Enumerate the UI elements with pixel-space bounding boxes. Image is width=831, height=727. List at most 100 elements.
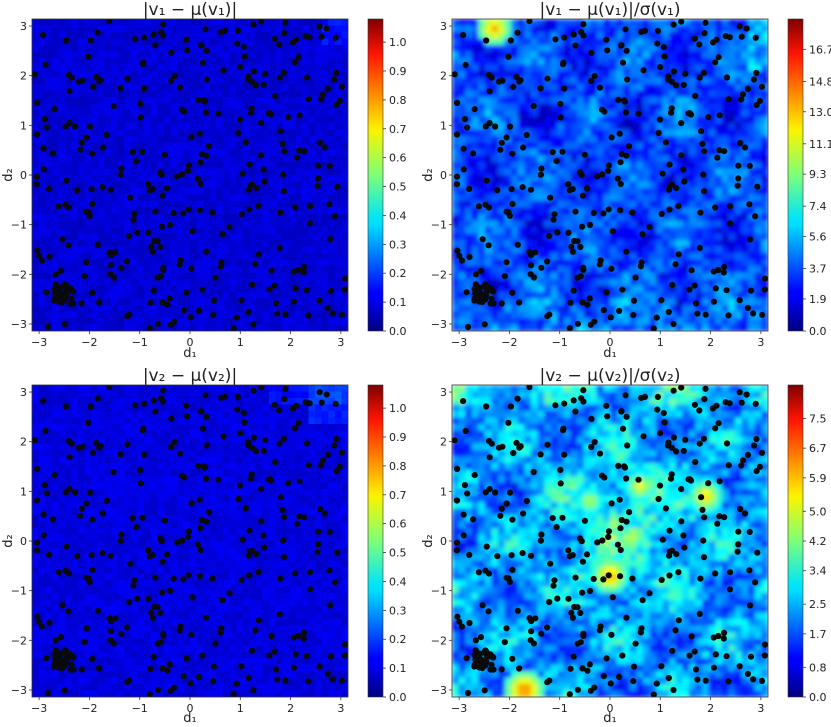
heatmap-cell — [64, 181, 73, 189]
heatmap-cell — [236, 272, 244, 280]
heatmap-cell — [249, 84, 257, 92]
heatmap-cell — [662, 285, 670, 293]
heatmap-cell — [754, 292, 763, 300]
heatmap-cell — [341, 77, 348, 85]
heatmap-cell — [190, 285, 198, 293]
heatmap-cell — [150, 253, 158, 261]
heatmap-cell — [282, 266, 290, 274]
heatmap-cell — [735, 253, 743, 261]
heatmap-cell — [728, 155, 736, 163]
heatmap-cell — [603, 71, 611, 79]
heatmap-cell — [38, 19, 46, 27]
heatmap-cell — [32, 19, 40, 27]
heatmap-cell — [642, 64, 651, 72]
training-point — [198, 42, 205, 49]
training-point — [141, 85, 148, 92]
heatmap-cell — [557, 266, 565, 274]
heatmap-cell — [222, 136, 231, 144]
heatmap-cell — [702, 181, 710, 189]
heatmap-cell — [550, 266, 558, 274]
heatmap-cell — [610, 324, 618, 331]
heatmap-cell — [275, 233, 283, 241]
heatmap-cell — [491, 77, 499, 85]
heatmap-cell — [702, 246, 710, 254]
heatmap-cell — [130, 123, 138, 131]
heatmap-cell — [761, 77, 768, 85]
heatmap-cell — [471, 246, 479, 254]
heatmap-cell — [596, 19, 605, 27]
training-point — [327, 287, 335, 294]
heatmap-cell — [38, 318, 46, 326]
heatmap-cell — [623, 168, 631, 176]
heatmap-cell — [708, 32, 716, 40]
heatmap-cell — [321, 194, 329, 202]
heatmap-cell — [636, 311, 644, 319]
heatmap-cell — [484, 266, 493, 274]
heatmap-cell — [623, 58, 631, 66]
heatmap-cell — [563, 58, 572, 66]
heatmap-cell — [570, 181, 578, 189]
heatmap-cell — [491, 64, 499, 72]
heatmap-cell — [537, 51, 545, 59]
heatmap-cell — [682, 149, 690, 157]
heatmap-cell — [64, 19, 73, 27]
heatmap-cell — [249, 71, 257, 79]
heatmap-cell — [262, 240, 270, 248]
heatmap-cell — [51, 227, 59, 235]
heatmap-cell — [84, 90, 92, 98]
heatmap-cell — [321, 220, 329, 228]
heatmap-cell — [735, 214, 743, 222]
heatmap-cell — [183, 233, 191, 241]
heatmap-cell — [610, 201, 618, 209]
heatmap-cell — [563, 84, 572, 92]
heatmap-cell — [478, 25, 486, 33]
heatmap-cell — [91, 266, 99, 274]
heatmap-cell — [511, 97, 519, 105]
heatmap-cell — [511, 305, 519, 313]
heatmap-cell — [458, 123, 466, 131]
heatmap-cell — [308, 259, 316, 267]
heatmap-cell — [84, 149, 92, 157]
heatmap-cell — [721, 97, 730, 105]
heatmap-cell — [32, 188, 40, 196]
heatmap-cell — [517, 162, 526, 170]
heatmap-cell — [104, 305, 112, 313]
heatmap-cell — [170, 298, 178, 306]
heatmap-cell — [695, 194, 703, 202]
heatmap-cell — [32, 168, 40, 176]
heatmap-cell — [590, 64, 598, 72]
heatmap-cell — [183, 240, 191, 248]
heatmap-cell — [104, 324, 112, 331]
heatmap-cell — [531, 279, 539, 287]
heatmap-cell — [465, 51, 473, 59]
heatmap-cell — [163, 201, 171, 209]
heatmap-cell — [78, 227, 86, 235]
heatmap-cell — [58, 201, 66, 209]
heatmap-cell — [689, 149, 697, 157]
heatmap-cell — [603, 110, 611, 118]
heatmap-cell — [498, 207, 506, 215]
heatmap-cell — [38, 214, 46, 222]
heatmap-cell — [616, 292, 624, 300]
heatmap-cell — [452, 77, 460, 85]
training-point — [107, 186, 115, 193]
heatmap-cell — [269, 181, 277, 189]
heatmap-cell — [596, 136, 605, 144]
heatmap-cell — [157, 136, 165, 144]
heatmap-cell — [45, 97, 53, 105]
heatmap-cell — [623, 32, 631, 40]
heatmap-cell — [143, 233, 152, 241]
heatmap-cell — [610, 84, 618, 92]
heatmap-cell — [465, 58, 473, 66]
heatmap-cell — [255, 214, 264, 222]
heatmap-cell — [117, 25, 125, 33]
heatmap-cell — [491, 97, 499, 105]
heatmap-cell — [295, 181, 303, 189]
heatmap-cell — [695, 259, 703, 267]
heatmap-cell — [471, 142, 479, 150]
heatmap-cell — [288, 129, 296, 137]
heatmap-cell — [295, 32, 303, 40]
heatmap-cell — [196, 266, 204, 274]
heatmap-cell — [249, 90, 257, 98]
heatmap-cell — [662, 25, 670, 33]
